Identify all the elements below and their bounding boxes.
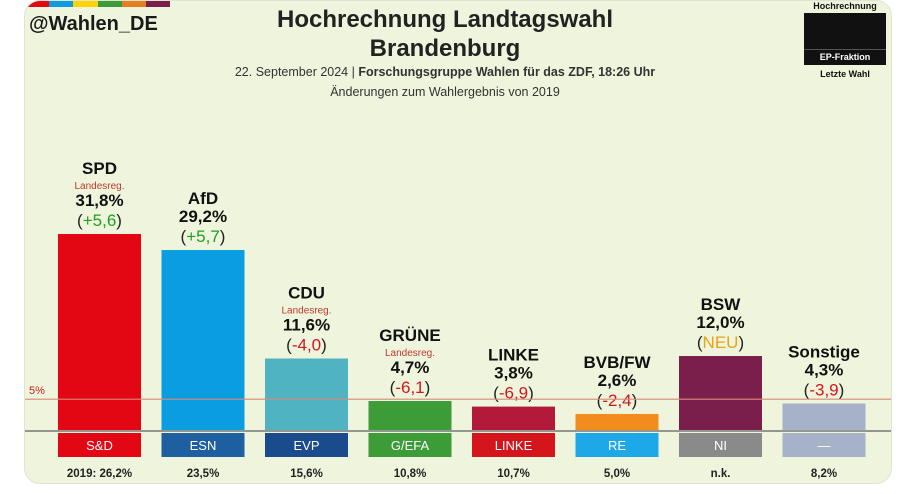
chart-subtitle: 22. September 2024 | Forschungsgruppe Wa… [165, 65, 725, 79]
note-label: Landesreg. [385, 348, 435, 359]
previous-result-label: 23,5% [187, 468, 220, 480]
change-label: (+5,7) [181, 227, 226, 246]
party-label: BVB/FW [583, 353, 651, 372]
previous-result-label: 10,7% [497, 468, 530, 480]
previous-result-label: 5,0% [604, 468, 630, 480]
strip-segment [49, 1, 74, 7]
value-label: 11,6% [283, 316, 330, 335]
value-label: 12,0% [696, 313, 744, 332]
change-label: (-4,0) [286, 336, 327, 355]
fraction-label: NI [714, 438, 727, 453]
fraction-tag-3 [368, 433, 452, 457]
chart-card: @Wahlen_DE Hochrechnung Landtagswahl Bra… [24, 0, 892, 484]
legend-last-election-label: Letzte Wahl [820, 69, 870, 79]
party-label: GRÜNE [379, 326, 440, 345]
previous-result-label: 10,8% [394, 468, 427, 480]
strip-segment [25, 1, 50, 7]
bar-6 [679, 356, 762, 430]
bar-1 [161, 250, 245, 430]
fraction-label: G/EFA [391, 438, 430, 453]
change-label: (NEU) [697, 333, 744, 352]
legend: Hochrechnung EP-Fraktion Letzte Wahl [797, 1, 891, 79]
fraction-label: RE [608, 438, 626, 453]
legend-swatch [804, 13, 886, 49]
previous-result-label: 2019: 26,2% [67, 468, 132, 480]
party-label: AfD [188, 189, 218, 208]
value-label: 31,8% [75, 191, 123, 210]
value-label: 29,2% [179, 207, 227, 226]
fraction-label: EVP [293, 438, 319, 453]
bar-0 [58, 234, 141, 430]
title-line-2: Brandenburg [369, 35, 521, 62]
threshold-label: 5% [29, 385, 45, 397]
change-label: (+5,6) [77, 211, 122, 230]
change-label: (-2,4) [597, 391, 638, 410]
legend-fraction-label: EP-Fraktion [804, 49, 886, 65]
fraction-label: ESN [190, 438, 217, 453]
chart-title: Hochrechnung Landtagswahl Brandenburg [225, 5, 665, 63]
bar-2 [265, 358, 348, 430]
subtitle-source: Forschungsgruppe Wahlen für das ZDF, 18:… [358, 65, 656, 79]
strip-segment [73, 1, 98, 7]
color-strip [25, 1, 171, 7]
party-label: SPD [82, 159, 117, 178]
note-label: Landesreg. [74, 181, 124, 192]
change-label: (-6,1) [390, 378, 431, 397]
strip-segment [121, 1, 146, 7]
change-label: (-3,9) [804, 380, 845, 399]
party-label: Sonstige [788, 342, 860, 361]
bar-5 [575, 413, 659, 430]
bar-4 [472, 406, 555, 430]
party-label: CDU [288, 284, 325, 303]
fraction-tag-2 [265, 433, 348, 457]
previous-result-label: n.k. [711, 468, 731, 480]
fraction-label: — [818, 438, 831, 453]
legend-projection-label: Hochrechnung [813, 1, 877, 11]
fraction-tag-0 [58, 433, 141, 457]
fraction-tag-5 [575, 433, 659, 457]
strip-segment [97, 1, 122, 7]
value-label: 3,8% [494, 364, 533, 383]
fraction-label: S&D [86, 438, 113, 453]
value-label: 4,7% [391, 358, 430, 377]
chart-subtitle-changes: Änderungen zum Wahlergebnis von 2019 [330, 85, 560, 99]
subtitle-date: 22. September 2024 | [234, 65, 359, 79]
value-label: 4,3% [805, 360, 844, 379]
party-label: LINKE [488, 346, 539, 365]
fraction-tag-4 [472, 433, 555, 457]
party-label: BSW [701, 295, 742, 314]
title-line-1: Hochrechnung Landtagswahl [276, 6, 614, 33]
strip-segment [145, 1, 171, 7]
previous-result-label: 15,6% [290, 468, 323, 480]
bar-7 [782, 403, 866, 430]
previous-result-label: 8,2% [811, 468, 837, 480]
account-handle: @Wahlen_DE [29, 13, 158, 35]
fraction-tag-6 [679, 433, 762, 457]
change-label: (-6,9) [493, 384, 534, 403]
bar-3 [368, 401, 452, 430]
note-label: Landesreg. [281, 306, 331, 317]
fraction-tag-7 [782, 433, 866, 457]
fraction-label: LINKE [495, 438, 533, 453]
value-label: 2,6% [598, 371, 637, 390]
fraction-tag-1 [161, 433, 245, 457]
